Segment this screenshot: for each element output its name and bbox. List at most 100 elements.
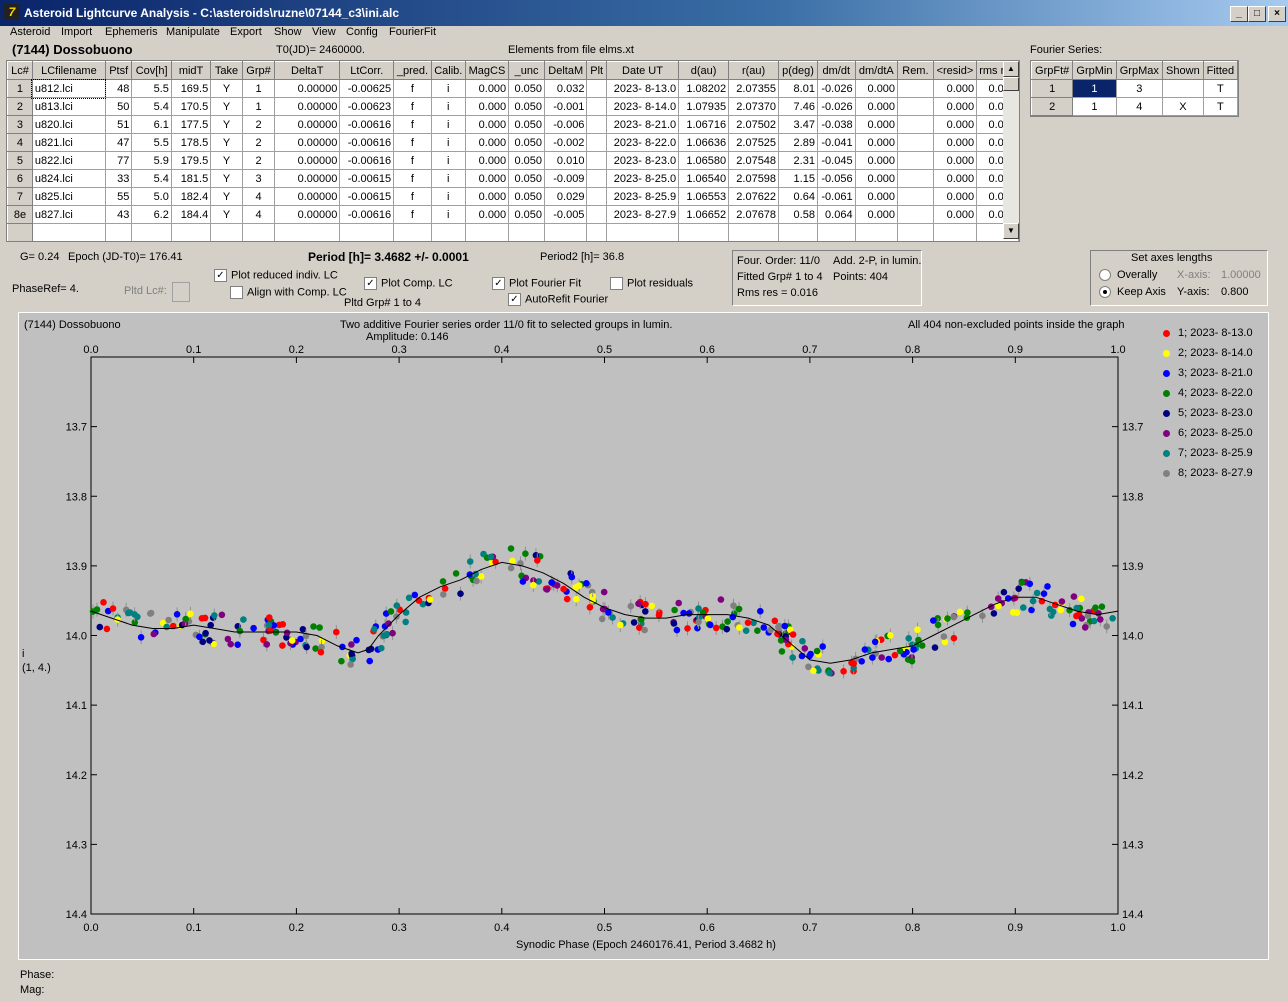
column-header[interactable]: dm/dtA bbox=[854, 61, 899, 80]
table-cell[interactable] bbox=[464, 223, 510, 241]
table-cell[interactable]: 0.000 bbox=[854, 187, 899, 206]
scroll-thumb[interactable] bbox=[1003, 77, 1019, 91]
menu-config[interactable]: Config bbox=[346, 26, 378, 38]
table-cell[interactable]: -0.00625 bbox=[339, 79, 395, 98]
plot-fourier-checkbox[interactable]: ✓ Plot Fourier Fit bbox=[492, 277, 581, 290]
table-cell[interactable]: 0.000 bbox=[464, 133, 510, 152]
table-cell[interactable]: 1.15 bbox=[778, 169, 818, 188]
table-cell[interactable]: 0.064 bbox=[816, 205, 856, 224]
table-cell[interactable]: u821.lci bbox=[31, 133, 106, 152]
table-cell[interactable] bbox=[7, 223, 33, 241]
column-header[interactable]: <resid> bbox=[932, 61, 978, 80]
menu-export[interactable]: Export bbox=[230, 26, 262, 38]
plot-residuals-checkbox[interactable]: Plot residuals bbox=[610, 277, 693, 290]
table-cell[interactable]: 0.00000 bbox=[274, 133, 341, 152]
table-cell[interactable]: 2 bbox=[7, 97, 33, 116]
table-cell[interactable] bbox=[728, 223, 780, 241]
fourier-column-header[interactable]: Shown bbox=[1162, 61, 1204, 80]
title-bar[interactable]: 7 Asteroid Lightcurve Analysis - C:\aste… bbox=[0, 0, 1288, 26]
table-cell[interactable]: 1.06580 bbox=[678, 151, 730, 170]
column-header[interactable]: LtCorr. bbox=[339, 61, 395, 80]
fourier-cell[interactable]: 2 bbox=[1030, 97, 1074, 116]
table-cell[interactable]: -0.00616 bbox=[339, 133, 395, 152]
table-cell[interactable]: 1.08202 bbox=[678, 79, 730, 98]
table-cell[interactable]: 0.00000 bbox=[274, 187, 341, 206]
column-header[interactable]: d(au) bbox=[678, 61, 730, 80]
table-cell[interactable]: 2023- 8-21.0 bbox=[605, 115, 680, 134]
table-cell[interactable]: 0.64 bbox=[778, 187, 818, 206]
table-cell[interactable]: 2023- 8-25.0 bbox=[605, 169, 680, 188]
scroll-up-icon[interactable]: ▲ bbox=[1003, 61, 1019, 77]
table-cell[interactable]: 2023- 8-25.9 bbox=[605, 187, 680, 206]
table-cell[interactable] bbox=[170, 223, 212, 241]
table-cell[interactable]: 0.000 bbox=[932, 205, 978, 224]
close-button[interactable]: × bbox=[1268, 6, 1286, 22]
column-header[interactable]: MagCS bbox=[464, 61, 510, 80]
menu-view[interactable]: View bbox=[312, 26, 336, 38]
table-cell[interactable]: 1.06636 bbox=[678, 133, 730, 152]
table-cell[interactable] bbox=[31, 223, 106, 241]
table-cell[interactable] bbox=[274, 223, 341, 241]
pltd-lc-spinner[interactable] bbox=[172, 282, 190, 302]
table-cell[interactable]: 184.4 bbox=[170, 205, 212, 224]
table-cell[interactable]: 179.5 bbox=[170, 151, 212, 170]
table-cell[interactable]: 1.06553 bbox=[678, 187, 730, 206]
table-cell[interactable]: 0.000 bbox=[932, 151, 978, 170]
table-cell[interactable]: 50 bbox=[104, 97, 133, 116]
menu-asteroid[interactable]: Asteroid bbox=[10, 26, 51, 38]
table-cell[interactable]: -0.00616 bbox=[339, 205, 395, 224]
menu-import[interactable]: Import bbox=[61, 26, 93, 38]
fourier-column-header[interactable]: Fitted bbox=[1202, 61, 1239, 80]
column-header[interactable]: Date UT bbox=[605, 61, 680, 80]
column-header[interactable]: dm/dt bbox=[816, 61, 856, 80]
table-cell[interactable]: 0.000 bbox=[854, 169, 899, 188]
table-cell[interactable] bbox=[586, 223, 607, 241]
table-cell[interactable]: 6.1 bbox=[131, 115, 172, 134]
table-cell[interactable]: -0.002 bbox=[543, 133, 588, 152]
table-cell[interactable]: 0.000 bbox=[464, 115, 510, 134]
table-cell[interactable] bbox=[778, 223, 818, 241]
keep-axis-radio[interactable]: Keep Axis bbox=[1099, 286, 1166, 299]
table-cell[interactable]: -0.00615 bbox=[339, 169, 395, 188]
column-header[interactable]: r(au) bbox=[728, 61, 780, 80]
table-cell[interactable]: 0.000 bbox=[932, 115, 978, 134]
table-cell[interactable]: 8e bbox=[7, 205, 33, 224]
menu-ephemeris[interactable]: Ephemeris bbox=[105, 26, 158, 38]
table-cell[interactable] bbox=[932, 223, 978, 241]
table-cell[interactable]: 2023- 8-13.0 bbox=[605, 79, 680, 98]
table-cell[interactable]: 2.31 bbox=[778, 151, 818, 170]
table-cell[interactable] bbox=[339, 223, 395, 241]
menu-manipulate[interactable]: Manipulate bbox=[166, 26, 220, 38]
xaxis-value[interactable]: 1.00000 bbox=[1221, 269, 1261, 281]
fourier-cell[interactable]: T bbox=[1202, 97, 1239, 116]
table-cell[interactable]: -0.00616 bbox=[339, 115, 395, 134]
table-row[interactable]: 3 u820.lci 51 6.1 177.5 Y 2 0.00000 -0.00616 f i 0.… bbox=[7, 115, 1019, 134]
table-cell[interactable]: 0.00000 bbox=[274, 115, 341, 134]
scroll-down-icon[interactable]: ▼ bbox=[1003, 223, 1019, 239]
autorefit-checkbox[interactable]: ✓ AutoRefit Fourier bbox=[508, 293, 608, 306]
fourier-cell[interactable]: 1 bbox=[1072, 97, 1117, 116]
column-header[interactable]: Ptsf bbox=[104, 61, 133, 80]
yaxis-value[interactable]: 0.800 bbox=[1221, 286, 1249, 298]
fourier-series-table[interactable]: GrpFt# GrpMin GrpMax Shown Fitted 1 1 3 T 2 1 4 X T bbox=[1030, 60, 1239, 117]
maximize-button[interactable]: □ bbox=[1248, 6, 1266, 22]
overally-radio[interactable]: Overally bbox=[1099, 269, 1157, 282]
table-cell[interactable]: 0.000 bbox=[464, 187, 510, 206]
table-row[interactable]: 5 u822.lci 77 5.9 179.5 Y 2 0.00000 -0.00616 f i 0.… bbox=[7, 151, 1019, 170]
plot-reduced-checkbox[interactable]: ✓ Plot reduced indiv. LC bbox=[214, 269, 338, 282]
table-cell[interactable] bbox=[131, 223, 172, 241]
lightcurve-table[interactable]: Lc# LCfilename Ptsf Cov[h] midT Take Grp# Delta… bbox=[6, 60, 1020, 242]
table-cell[interactable]: 3.47 bbox=[778, 115, 818, 134]
table-cell[interactable]: 2.89 bbox=[778, 133, 818, 152]
column-header[interactable]: LCfilename bbox=[31, 61, 106, 80]
table-cell[interactable]: -0.00615 bbox=[339, 187, 395, 206]
menu-show[interactable]: Show bbox=[274, 26, 302, 38]
table-row[interactable]: 6 u824.lci 33 5.4 181.5 Y 3 0.00000 -0.00615 f i 0.… bbox=[7, 169, 1019, 188]
table-cell[interactable]: 1 bbox=[241, 97, 276, 116]
fourier-column-header[interactable]: GrpFt# bbox=[1030, 61, 1074, 80]
table-cell[interactable]: -0.061 bbox=[816, 187, 856, 206]
table-cell[interactable] bbox=[241, 223, 276, 241]
table-cell[interactable]: 181.5 bbox=[170, 169, 212, 188]
